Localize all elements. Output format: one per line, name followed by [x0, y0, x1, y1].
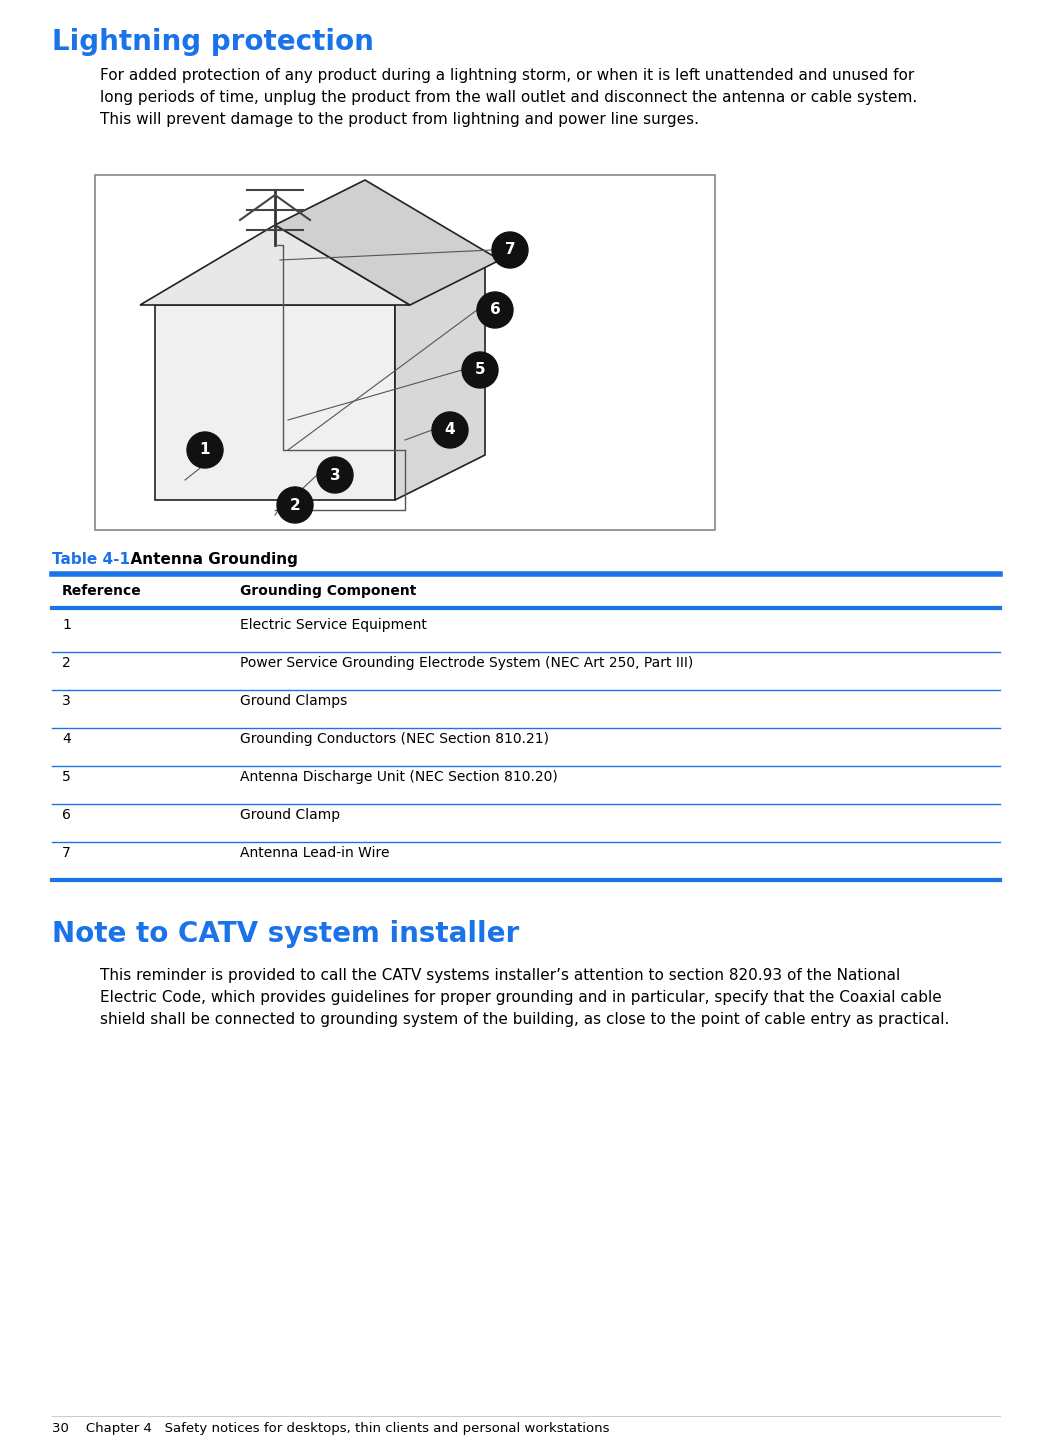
Text: 5: 5	[62, 771, 70, 784]
Text: Electric Service Equipment: Electric Service Equipment	[240, 617, 427, 632]
Text: This reminder is provided to call the CATV systems installer’s attention to sect: This reminder is provided to call the CA…	[100, 967, 901, 983]
Text: Ground Clamps: Ground Clamps	[240, 694, 347, 709]
Text: Power Service Grounding Electrode System (NEC Art 250, Part III): Power Service Grounding Electrode System…	[240, 656, 693, 669]
Circle shape	[317, 457, 353, 493]
Polygon shape	[275, 179, 500, 305]
Text: Note to CATV system installer: Note to CATV system installer	[52, 920, 520, 949]
Text: long periods of time, unplug the product from the wall outlet and disconnect the: long periods of time, unplug the product…	[100, 90, 917, 106]
Circle shape	[492, 231, 528, 268]
Text: Electric Code, which provides guidelines for proper grounding and in particular,: Electric Code, which provides guidelines…	[100, 991, 942, 1005]
Text: 7: 7	[505, 243, 515, 257]
Circle shape	[432, 412, 468, 448]
Text: 30    Chapter 4   Safety notices for desktops, thin clients and personal worksta: 30 Chapter 4 Safety notices for desktops…	[52, 1421, 609, 1434]
Text: 2: 2	[289, 497, 301, 512]
Text: 3: 3	[329, 467, 340, 483]
Text: Lightning protection: Lightning protection	[52, 27, 373, 56]
Text: Grounding Component: Grounding Component	[240, 584, 417, 599]
Bar	[95, 175, 715, 531]
Circle shape	[277, 487, 313, 523]
Circle shape	[462, 351, 498, 388]
Circle shape	[187, 432, 223, 469]
Text: Antenna Discharge Unit (NEC Section 810.20): Antenna Discharge Unit (NEC Section 810.…	[240, 771, 558, 784]
Bar	[155, 305, 394, 500]
Text: Antenna Grounding: Antenna Grounding	[120, 552, 298, 567]
Polygon shape	[394, 260, 485, 500]
Text: For added protection of any product during a lightning storm, or when it is left: For added protection of any product duri…	[100, 68, 914, 82]
Text: 1: 1	[62, 617, 70, 632]
Circle shape	[477, 292, 513, 328]
Text: shield shall be connected to grounding system of the building, as close to the p: shield shall be connected to grounding s…	[100, 1012, 949, 1027]
Text: 4: 4	[445, 422, 456, 438]
Text: 6: 6	[489, 302, 501, 318]
Text: Ground Clamp: Ground Clamp	[240, 808, 340, 821]
Text: Reference: Reference	[62, 584, 142, 599]
Text: Grounding Conductors (NEC Section 810.21): Grounding Conductors (NEC Section 810.21…	[240, 732, 549, 746]
Text: 6: 6	[62, 808, 70, 821]
Polygon shape	[140, 226, 410, 305]
Text: Table 4-1: Table 4-1	[52, 552, 130, 567]
Text: 7: 7	[62, 846, 70, 860]
Text: 5: 5	[474, 363, 485, 377]
Text: 3: 3	[62, 694, 70, 709]
Text: This will prevent damage to the product from lightning and power line surges.: This will prevent damage to the product …	[100, 111, 699, 127]
Text: Antenna Lead-in Wire: Antenna Lead-in Wire	[240, 846, 389, 860]
Text: 2: 2	[62, 656, 70, 669]
Text: 4: 4	[62, 732, 70, 746]
Text: 1: 1	[200, 442, 210, 457]
